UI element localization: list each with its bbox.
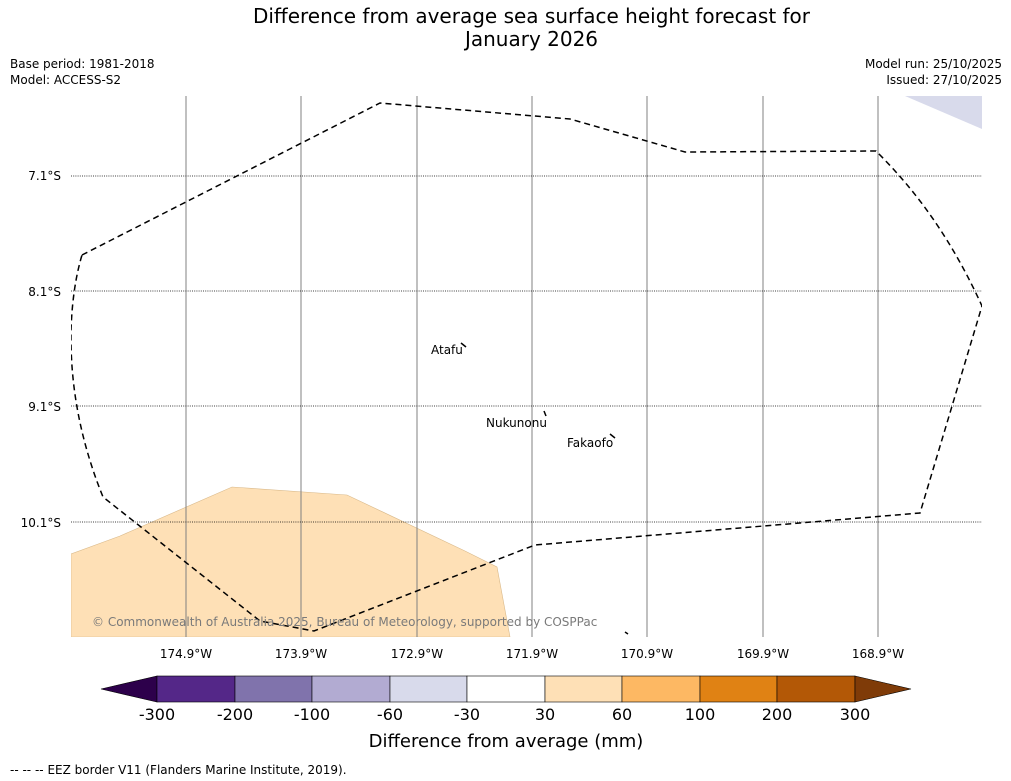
colorbar-segment: [389, 675, 468, 703]
lon-label: 168.9°W: [852, 647, 904, 661]
issued-date: Issued: 27/10/2025: [886, 73, 1002, 87]
island-fakaofo: [609, 433, 616, 439]
colorbar-tick: -30: [454, 705, 480, 724]
longitude-labels: 174.9°W 173.9°W 172.9°W 171.9°W 170.9°W …: [160, 647, 904, 661]
colorbar-over-arrow: [854, 675, 912, 703]
island-atafu: [460, 342, 467, 348]
meta-left: Base period: 1981-2018 Model: ACCESS-S2: [10, 56, 155, 88]
footer-legend: -- -- -- EEZ border V11 (Flanders Marine…: [10, 763, 347, 777]
colorbar-under-arrow: [100, 675, 158, 703]
lat-label: 10.1°S: [21, 516, 61, 530]
colorbar: [100, 675, 912, 703]
colorbar-tick: -200: [217, 705, 253, 724]
island-swains: [624, 631, 629, 635]
colorbar-segment: [234, 675, 313, 703]
lat-label: 8.1°S: [28, 285, 61, 299]
eez-legend-text: EEZ border V11 (Flanders Marine Institut…: [47, 763, 347, 777]
place-label-fakaofo: Fakaofo: [567, 436, 613, 450]
map-area: Atafu Nukunonu Fakaofo © Commonwealth of…: [71, 96, 982, 637]
lon-label: 172.9°W: [391, 647, 443, 661]
colorbar-segment: [156, 675, 236, 703]
colorbar-label: Difference from average (mm): [369, 731, 644, 752]
lat-label: 9.1°S: [28, 400, 61, 414]
lon-label: 169.9°W: [737, 647, 789, 661]
eez-legend-symbol: -- -- --: [10, 763, 44, 777]
colorbar-tick: 200: [762, 705, 793, 724]
lon-label: 173.9°W: [275, 647, 327, 661]
colorbar-tick: -60: [377, 705, 403, 724]
latitude-labels: 7.1°S 8.1°S 9.1°S 10.1°S: [21, 169, 61, 530]
place-label-nukunonu: Nukunonu: [486, 416, 547, 430]
colorbar-tick: -300: [139, 705, 175, 724]
colorbar-tick: 300: [840, 705, 871, 724]
colorbar-tick: -100: [294, 705, 330, 724]
latitude-gridlines: [71, 175, 982, 523]
colorbar-segment: [544, 675, 623, 703]
colorbar-tick: 30: [535, 705, 555, 724]
eez-border: [71, 102, 982, 632]
colorbar-segment: [311, 675, 391, 703]
place-label-atafu: Atafu: [431, 343, 463, 357]
longitude-gridlines: [185, 96, 879, 637]
title-line-1: Difference from average sea surface heig…: [252, 4, 811, 28]
colorbar-segment: [776, 675, 856, 703]
colorbar-segment: [621, 675, 701, 703]
copyright-notice: © Commonwealth of Australia 2025, Bureau…: [92, 615, 597, 629]
model-name: Model: ACCESS-S2: [10, 73, 122, 87]
model-run: Model run: 25/10/2025: [864, 57, 1002, 71]
anomaly-positive-region: [71, 486, 511, 637]
lon-label: 170.9°W: [621, 647, 673, 661]
lon-label: 174.9°W: [160, 647, 212, 661]
colorbar-tick: 60: [612, 705, 632, 724]
colorbar-ticks: -300 -200 -100 -60 -30 30 60 100 200 300: [139, 705, 870, 724]
island-nukunonu: [543, 410, 547, 417]
colorbar-tick: 100: [685, 705, 716, 724]
anomaly-negative-region: [905, 96, 982, 129]
colorbar-segment: [466, 675, 546, 703]
title-line-2: January 2026: [464, 27, 599, 51]
colorbar-segment: [699, 675, 778, 703]
lat-label: 7.1°S: [28, 169, 61, 183]
meta-right: Model run: 25/10/2025 Issued: 27/10/2025: [865, 56, 1002, 88]
base-period: Base period: 1981-2018: [10, 57, 155, 71]
chart-title: Difference from average sea surface heig…: [0, 5, 1011, 51]
lon-label: 171.9°W: [506, 647, 558, 661]
